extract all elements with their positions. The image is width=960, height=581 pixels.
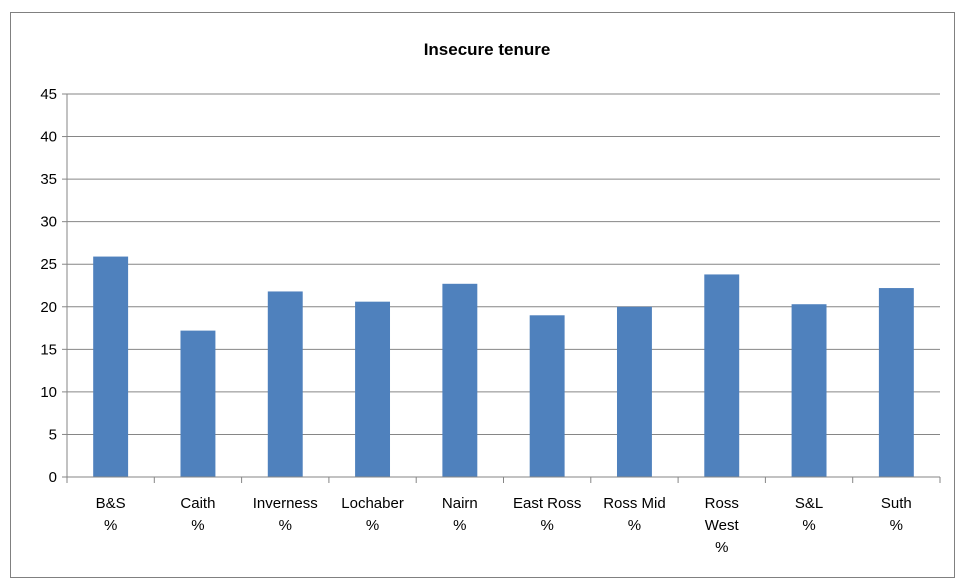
y-axis-ticks: 0 5 10 15 20 25 30 35 40 45 <box>40 86 67 486</box>
x-tick-label-line: B&S <box>96 495 126 512</box>
bar <box>704 274 740 477</box>
chart-frame <box>10 12 955 578</box>
x-tick-label-line: Ross Mid <box>603 495 666 512</box>
bar <box>180 330 216 477</box>
bar <box>93 256 129 477</box>
x-tick-label: Ross West% <box>705 495 740 556</box>
y-tick-label: 45 <box>40 86 57 103</box>
x-tick-label: Ross Mid% <box>603 495 666 534</box>
x-tick-label-line: East Ross <box>513 495 581 512</box>
x-tick-label: Nairn% <box>442 495 478 534</box>
x-tick-label-line: % <box>890 517 903 534</box>
x-tick-label-line: % <box>802 517 815 534</box>
y-tick-label: 35 <box>40 171 57 188</box>
x-tick-label-line: Ross <box>705 495 739 512</box>
x-tick-label-line: % <box>540 517 553 534</box>
bar <box>442 283 478 477</box>
x-axis-ticks: B&S %Caith %Inverness %Lochaber %Nairn %East … <box>66 477 941 556</box>
x-tick-label-line: % <box>715 539 728 556</box>
x-tick-label-line: % <box>279 517 292 534</box>
x-tick-label: Suth% <box>881 495 912 534</box>
x-tick-label-line: Nairn <box>442 495 478 512</box>
x-tick-label: East Ross% <box>513 495 581 534</box>
y-tick-label: 0 <box>49 469 57 486</box>
y-tick-label: 10 <box>40 384 57 401</box>
chart-title: Insecure tenure <box>424 40 551 59</box>
x-tick-label-line: Suth <box>881 495 912 512</box>
x-tick-label-line: Inverness <box>253 495 318 512</box>
bar <box>529 315 565 477</box>
x-tick-label-line: % <box>628 517 641 534</box>
bar <box>355 301 391 477</box>
y-tick-label: 40 <box>40 129 57 146</box>
x-tick-label: Caith% <box>180 495 215 534</box>
bar <box>267 291 303 477</box>
x-tick-label-line: West <box>705 517 740 534</box>
y-tick-label: 20 <box>40 299 57 316</box>
x-tick-label: Lochaber% <box>341 495 404 534</box>
y-tick-label: 25 <box>40 256 57 273</box>
x-tick-label-line: Caith <box>180 495 215 512</box>
bar <box>878 288 914 477</box>
y-tick-label: 30 <box>40 214 57 231</box>
x-tick-label-line: % <box>191 517 204 534</box>
x-tick-label-line: Lochaber <box>341 495 404 512</box>
axes <box>66 94 940 478</box>
x-tick-label-line: S&L <box>795 495 823 512</box>
bar <box>616 306 652 477</box>
x-tick-label-line: % <box>453 517 466 534</box>
bar <box>791 304 827 477</box>
y-tick-label: 15 <box>40 341 57 358</box>
x-tick-label-line: % <box>366 517 379 534</box>
x-tick-label: S&L% <box>795 495 823 534</box>
x-tick-label: B&S% <box>96 495 126 534</box>
y-tick-label: 5 <box>49 426 57 443</box>
bars <box>93 256 914 477</box>
x-tick-label: Inverness% <box>253 495 318 534</box>
x-tick-label-line: % <box>104 517 117 534</box>
